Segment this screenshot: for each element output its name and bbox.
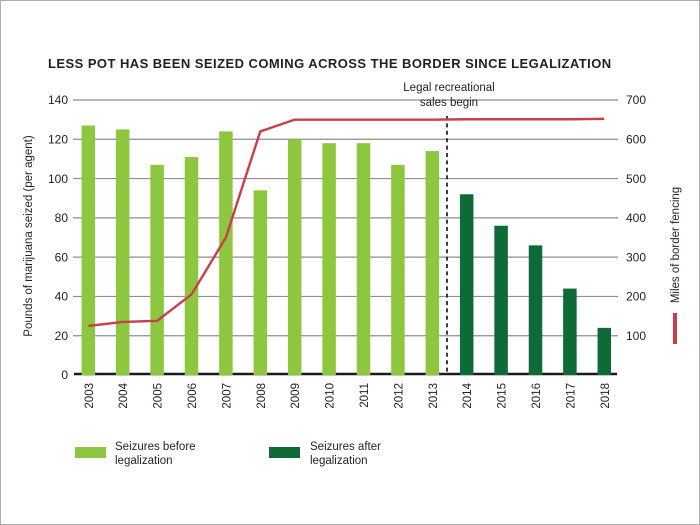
chart-title: LESS POT HAS BEEN SEIZED COMING ACROSS T… xyxy=(48,56,612,71)
left-tick-100: 100 xyxy=(48,172,68,186)
bar-2007 xyxy=(219,131,233,375)
legend-label-before: Seizures before legalization xyxy=(115,441,196,468)
bar-2004 xyxy=(115,129,130,375)
legend-before-line1: Seizures before xyxy=(115,441,196,453)
bar-2008 xyxy=(253,190,268,375)
bar-2015 xyxy=(494,225,508,375)
left-tick-20: 20 xyxy=(55,329,69,343)
year-label-2007: 2007 xyxy=(221,383,233,409)
annotation-legal-sales: Legal recreational sales begin xyxy=(403,81,494,110)
bar-2018 xyxy=(597,327,612,375)
bar-2010 xyxy=(322,143,336,375)
year-label-2012: 2012 xyxy=(393,383,405,409)
bar-2011 xyxy=(356,143,371,375)
right-axis-title: Miles of border fencing xyxy=(670,186,682,304)
bar-2009 xyxy=(287,139,302,375)
right-tick-100: 100 xyxy=(626,329,646,343)
bar-2005 xyxy=(150,164,164,375)
fencing-line-legend-key xyxy=(673,313,677,344)
year-label-2010: 2010 xyxy=(325,383,337,409)
right-tick-300: 300 xyxy=(626,250,646,264)
legend-before-line2: legalization xyxy=(115,454,173,467)
right-tick-200: 200 xyxy=(626,290,646,304)
bar-2016 xyxy=(528,245,543,375)
annotation-line2: sales begin xyxy=(419,96,479,109)
left-axis-title: Pounds of marijuana seized (per agent) xyxy=(23,135,35,337)
legend-after-line1: Seizures after xyxy=(310,441,381,453)
year-label-2006: 2006 xyxy=(187,383,199,409)
bar-2012 xyxy=(391,164,405,375)
year-label-2017: 2017 xyxy=(565,383,577,409)
year-label-2003: 2003 xyxy=(84,383,96,409)
left-tick-140: 140 xyxy=(48,93,68,107)
left-tick-120: 120 xyxy=(48,132,68,146)
bar-2017 xyxy=(563,288,577,375)
year-label-2011: 2011 xyxy=(359,383,371,408)
bar-2006 xyxy=(184,156,199,375)
right-tick-400: 400 xyxy=(626,211,646,225)
left-tick-60: 60 xyxy=(55,250,69,264)
legend-label-after: Seizures after legalization xyxy=(310,441,381,468)
year-label-2014: 2014 xyxy=(462,382,474,408)
left-tick-40: 40 xyxy=(55,290,69,304)
annotation-line1: Legal recreational xyxy=(403,82,495,94)
year-label-2016: 2016 xyxy=(531,383,543,409)
right-tick-700: 700 xyxy=(626,93,646,107)
bar-2013 xyxy=(425,151,440,375)
fencing-line xyxy=(88,117,605,328)
left-tick-0: 0 xyxy=(61,368,68,382)
year-label-2004: 2004 xyxy=(118,382,130,408)
legend-swatch-before xyxy=(75,447,106,458)
right-tick-500: 500 xyxy=(626,172,646,186)
legend-after-line2: legalization xyxy=(310,454,368,467)
right-tick-600: 600 xyxy=(626,132,646,146)
year-label-2005: 2005 xyxy=(153,383,165,409)
left-tick-80: 80 xyxy=(55,211,69,225)
year-label-2013: 2013 xyxy=(428,383,440,409)
bar-2003 xyxy=(81,125,96,376)
year-label-2015: 2015 xyxy=(497,383,509,409)
legend-swatch-after xyxy=(269,447,300,458)
year-label-2008: 2008 xyxy=(256,383,268,409)
year-label-2018: 2018 xyxy=(600,383,612,409)
year-label-2009: 2009 xyxy=(290,383,302,409)
bar-2014 xyxy=(459,194,474,375)
